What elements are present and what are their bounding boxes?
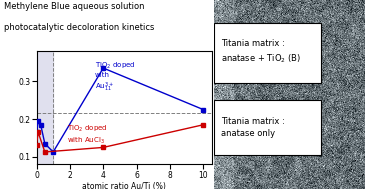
Text: Methylene Blue aqueous solution: Methylene Blue aqueous solution	[4, 2, 144, 11]
Text: Titania matrix :
anatase + TiO$_2$ (B): Titania matrix : anatase + TiO$_2$ (B)	[221, 40, 301, 64]
Bar	[36, 51, 53, 164]
FancyBboxPatch shape	[214, 100, 321, 155]
Text: TiO$_2$ doped
with
Au$^{3+}_{11}$: TiO$_2$ doped with Au$^{3+}_{11}$	[95, 61, 135, 94]
Text: Titania matrix :
anatase only: Titania matrix : anatase only	[221, 117, 285, 138]
X-axis label: atomic ratio Au/Ti (%): atomic ratio Au/Ti (%)	[82, 182, 166, 189]
Text: photocatalytic decoloration kinetics: photocatalytic decoloration kinetics	[4, 23, 154, 32]
FancyBboxPatch shape	[214, 23, 321, 83]
Text: TiO$_2$ doped
with AuCl$_3$: TiO$_2$ doped with AuCl$_3$	[66, 124, 107, 146]
